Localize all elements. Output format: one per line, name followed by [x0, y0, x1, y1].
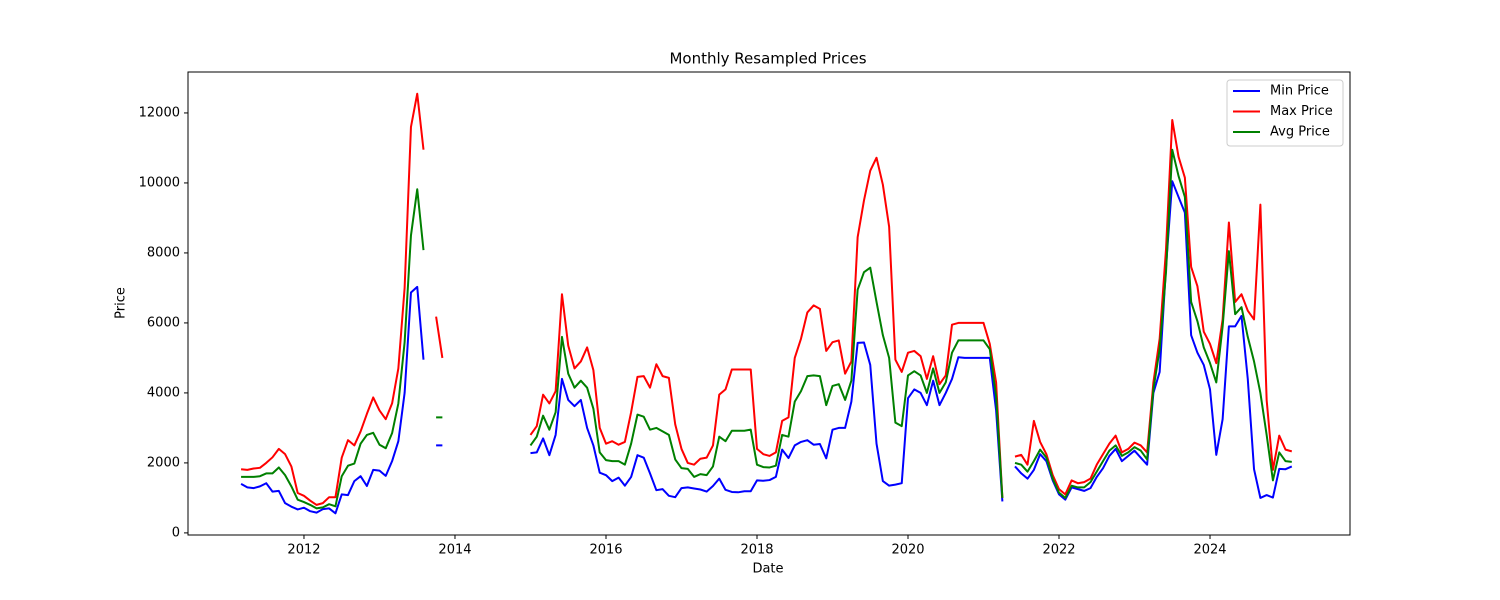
y-axis-label: Price: [114, 287, 129, 319]
series-line: [241, 148, 1292, 510]
x-tick-label: 2022: [1042, 543, 1075, 558]
chart-title: Monthly Resampled Prices: [669, 50, 866, 68]
y-tick-label: 12000: [139, 105, 180, 120]
x-tick-label: 2024: [1193, 543, 1226, 558]
plot-frame: [187, 71, 1351, 536]
x-tick-label: 2020: [891, 543, 924, 558]
x-tick-label: 2014: [438, 543, 471, 558]
x-axis-label: Date: [752, 562, 783, 577]
legend-label: Min Price: [1270, 84, 1329, 99]
y-tick-label: 2000: [147, 455, 180, 470]
x-tick-label: 2018: [740, 543, 773, 558]
legend-label: Avg Price: [1270, 125, 1330, 140]
legend-box: [1226, 79, 1344, 147]
x-tick-label: 2016: [589, 543, 622, 558]
y-tick-label: 6000: [147, 315, 180, 330]
y-tick-label: 4000: [147, 385, 180, 400]
x-tick-label: 2012: [287, 543, 320, 558]
y-tick-label: 10000: [139, 175, 180, 190]
y-tick-label: 0: [172, 525, 180, 540]
legend-label: Max Price: [1270, 104, 1333, 119]
y-tick-label: 8000: [147, 245, 180, 260]
series-line: [240, 180, 1293, 515]
series-line: [240, 92, 1293, 506]
